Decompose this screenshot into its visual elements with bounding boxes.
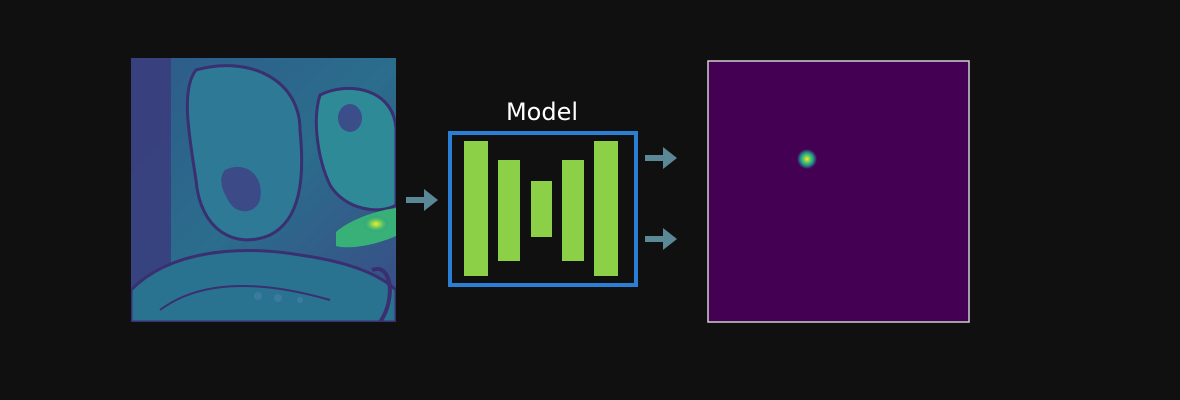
output-arrow-bottom-icon: [645, 228, 677, 250]
output-arrow-top-icon: [645, 147, 677, 169]
model-layer-3: [531, 181, 552, 237]
input-mri-image: [131, 58, 396, 322]
input-arrow-icon: [406, 189, 438, 211]
model-layer-1: [464, 141, 488, 276]
model-label: Model: [505, 98, 579, 126]
model-layer-2: [498, 160, 520, 261]
heatmap-peak: [797, 149, 817, 169]
model-block: [448, 131, 638, 287]
output-heatmap-image: [707, 60, 970, 323]
model-layer-5: [594, 141, 618, 276]
model-layer-4: [562, 160, 584, 261]
